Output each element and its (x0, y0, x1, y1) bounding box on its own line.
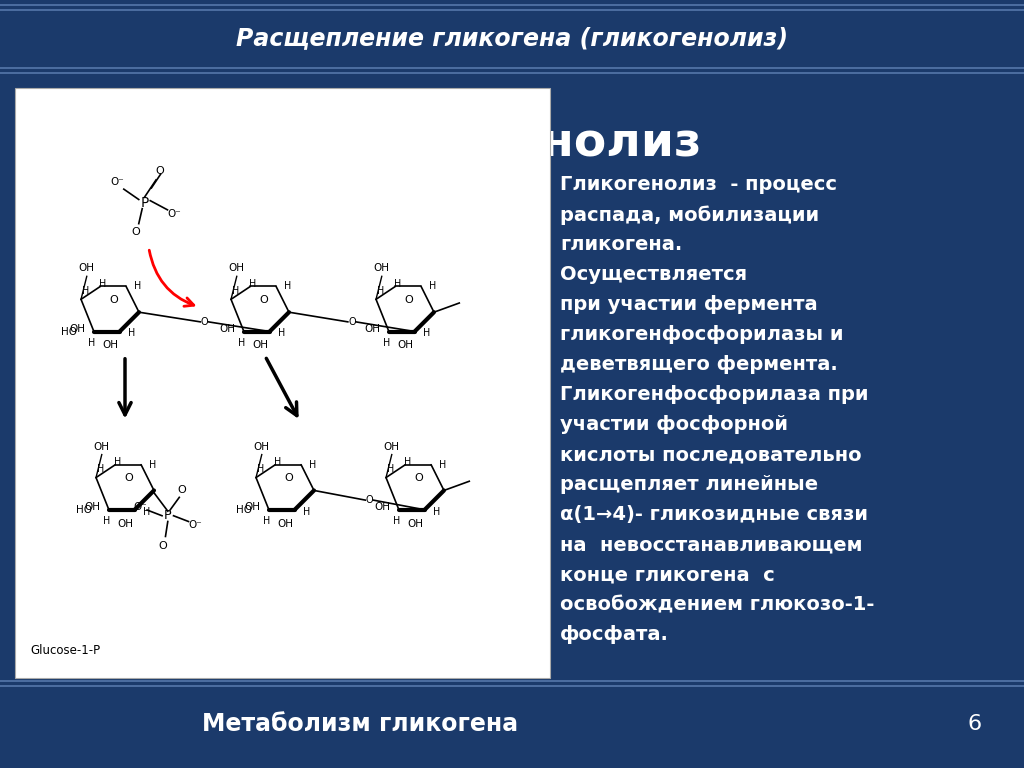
Text: H: H (404, 458, 412, 468)
Text: H: H (309, 460, 316, 470)
Text: Метаболизм гликогена: Метаболизм гликогена (202, 712, 518, 736)
Text: H: H (263, 516, 270, 526)
Text: расщепляет линейные: расщепляет линейные (560, 475, 818, 494)
Text: OH: OH (374, 263, 390, 273)
Text: O: O (155, 166, 164, 176)
Text: H: H (88, 338, 95, 348)
Text: H: H (103, 516, 111, 526)
Text: H: H (284, 281, 291, 291)
Text: OH: OH (278, 518, 294, 528)
Text: OH: OH (85, 502, 100, 512)
Text: освобождением глюкозо-1-: освобождением глюкозо-1- (560, 595, 874, 614)
Text: O: O (366, 495, 373, 505)
Text: Гликогенфосфорилаза при: Гликогенфосфорилаза при (560, 385, 868, 404)
Text: H: H (114, 458, 121, 468)
Text: H: H (238, 338, 245, 348)
Text: OH: OH (70, 324, 86, 334)
Text: H: H (83, 286, 90, 296)
Text: O: O (404, 295, 413, 305)
Text: O: O (177, 485, 186, 495)
Text: OH: OH (384, 442, 399, 452)
Text: OH: OH (397, 340, 414, 350)
Text: Гликогенолиз  - процесс: Гликогенолиз - процесс (560, 175, 837, 194)
Text: O: O (284, 473, 293, 483)
Text: конце гликогена  с: конце гликогена с (560, 565, 775, 584)
Text: O: O (348, 317, 355, 327)
Text: H: H (278, 329, 286, 339)
Text: O: O (414, 473, 423, 483)
Text: OH: OH (365, 324, 381, 334)
Text: O: O (131, 227, 139, 237)
Text: H: H (439, 460, 446, 470)
Text: участии фосфорной: участии фосфорной (560, 415, 788, 434)
Text: H: H (394, 279, 401, 289)
Text: Осуществляется: Осуществляется (560, 265, 748, 284)
Bar (15, 88, 550, 678)
Text: фосфата.: фосфата. (560, 625, 669, 644)
Text: H: H (383, 338, 390, 348)
Text: O: O (110, 295, 118, 305)
Text: Расщепление гликогена (гликогенолиз): Расщепление гликогена (гликогенолиз) (236, 26, 788, 50)
Text: α(1→4)- гликозидные связи: α(1→4)- гликозидные связи (560, 505, 868, 524)
Text: OH: OH (254, 442, 269, 452)
Text: HO: HO (76, 505, 91, 515)
Text: H: H (303, 507, 310, 517)
Text: OH: OH (220, 324, 236, 334)
Text: на  невосстанавливающем: на невосстанавливающем (560, 535, 862, 554)
Text: OH: OH (94, 442, 110, 452)
Text: HO: HO (60, 326, 77, 336)
Text: OH: OH (79, 263, 95, 273)
Text: HO: HO (236, 505, 252, 515)
Text: H: H (257, 464, 265, 474)
Text: гликогенфосфорилазы и: гликогенфосфорилазы и (560, 325, 844, 344)
Text: H: H (274, 458, 282, 468)
Text: гликогена.: гликогена. (560, 235, 682, 254)
Text: P: P (140, 196, 148, 210)
Text: O⁻: O⁻ (168, 210, 181, 220)
Text: H: H (232, 286, 240, 296)
Text: OH: OH (408, 518, 424, 528)
Text: Glucose-1-P: Glucose-1-P (30, 644, 100, 657)
Text: кислоты последовательно: кислоты последовательно (560, 445, 861, 464)
Text: распада, мобилизации: распада, мобилизации (560, 205, 819, 224)
Text: O: O (259, 295, 268, 305)
Text: H: H (429, 281, 436, 291)
Text: Гликогенолиз: Гликогенолиз (323, 121, 701, 165)
Text: OH: OH (253, 340, 268, 350)
Text: H: H (249, 279, 256, 289)
Text: P: P (164, 509, 172, 522)
Text: O⁻: O⁻ (110, 177, 124, 187)
Text: H: H (143, 507, 151, 517)
Text: H: H (134, 281, 141, 291)
Text: O: O (159, 541, 168, 551)
Text: O⁻: O⁻ (133, 502, 147, 511)
Text: H: H (387, 464, 394, 474)
Text: H: H (393, 516, 400, 526)
Text: OH: OH (118, 518, 133, 528)
Text: O⁻: O⁻ (188, 520, 203, 530)
Text: OH: OH (245, 502, 261, 512)
Text: при участии фермента: при участии фермента (560, 295, 817, 314)
Text: H: H (378, 286, 385, 296)
Text: H: H (423, 329, 430, 339)
Text: H: H (97, 464, 104, 474)
Text: OH: OH (375, 502, 391, 512)
Text: H: H (99, 279, 106, 289)
Text: O: O (201, 317, 208, 327)
Text: H: H (433, 507, 440, 517)
Text: 6: 6 (968, 714, 982, 734)
Text: H: H (128, 329, 135, 339)
Text: O: O (124, 473, 133, 483)
Text: деветвящего фермента.: деветвящего фермента. (560, 355, 838, 374)
Text: H: H (148, 460, 157, 470)
Text: OH: OH (102, 340, 119, 350)
Text: OH: OH (228, 263, 245, 273)
